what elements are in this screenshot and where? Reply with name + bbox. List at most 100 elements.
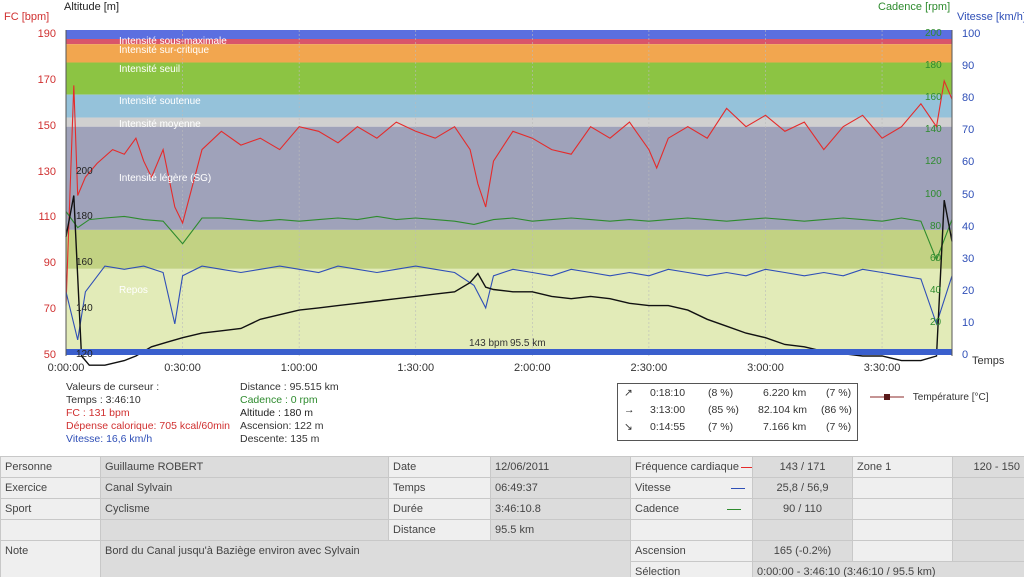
arrow-right-icon: → <box>624 404 635 416</box>
speed-tick-label: 10 <box>962 316 975 329</box>
x-tick-label: 3:30:00 <box>863 362 901 374</box>
x-tick-label: 0:00:00 <box>47 362 85 374</box>
fc-tick-label: 70 <box>43 303 56 316</box>
cadence-color-line <box>727 508 742 510</box>
stats-time: 3:13:00 <box>650 404 686 416</box>
zone-label: Intensité sur-critique <box>119 45 210 57</box>
zone-band-5 <box>66 126 952 230</box>
zone-band-6 <box>66 229 952 269</box>
cadence-axis-title: Cadence [rpm] <box>878 1 951 13</box>
stats-distance-pct: (7 %) <box>826 421 852 433</box>
fc-color-line <box>740 466 752 468</box>
zone-label: Zone 1 <box>852 456 953 478</box>
cursor-altitude: Altitude : 180 m <box>240 407 313 419</box>
stats-row-uphill: ↗ 0:18:10 (8 %) 6.220 km (7 %) <box>618 387 857 404</box>
sport-label: Sport <box>0 498 101 520</box>
distance-value: 95.5 km <box>490 519 631 541</box>
stats-distance-pct: (86 %) <box>821 404 852 416</box>
zone-band-7 <box>66 268 952 352</box>
empty-cell <box>752 519 853 541</box>
fc-tick-label: 150 <box>37 119 56 132</box>
cadence-tick-label: 120 <box>925 156 942 168</box>
cursor-cadence: Cadence : 0 rpm <box>240 394 318 406</box>
zone-label: Intensité soutenue <box>119 95 201 107</box>
speed-tick-label: 50 <box>962 188 975 201</box>
exercise-value: Canal Sylvain <box>100 477 389 499</box>
stats-time-pct: (85 %) <box>708 404 739 416</box>
cadence-label: Cadence <box>630 498 753 520</box>
intensity-zones <box>66 30 952 352</box>
empty-cell <box>952 477 1024 499</box>
altitude-tick-label: 140 <box>76 303 93 315</box>
stats-time: 0:18:10 <box>650 387 686 399</box>
speed-tick-label: 30 <box>962 252 975 265</box>
zone-label: Intensité sous-maximale <box>119 36 227 47</box>
speed-value: 25,8 / 56,9 <box>752 477 853 499</box>
speed-label-text: Vitesse <box>635 482 671 494</box>
empty-cell <box>852 498 953 520</box>
selection-label: Sélection <box>630 561 753 577</box>
empty-cell <box>952 498 1024 520</box>
zone-label: Intensité moyenne <box>119 118 201 130</box>
ascent-label: Ascension <box>630 540 753 562</box>
cadence-tick-label: 200 <box>925 28 942 39</box>
cadence-tick-label: 80 <box>930 220 942 232</box>
cursor-fc: FC : 131 bpm <box>66 407 130 419</box>
fc-tick-label: 130 <box>37 165 56 178</box>
stats-distance-pct: (7 %) <box>826 387 852 399</box>
stats-distance: 7.166 km <box>763 421 807 433</box>
fc-axis-title: FC [bpm] <box>4 11 50 23</box>
temperature-legend-label: Température [°C] <box>912 392 989 403</box>
speed-tick-label: 90 <box>962 60 975 73</box>
cursor-calorie: Dépense calorique: 705 kcal/60min <box>66 420 231 432</box>
note-value[interactable]: Bord du Canal jusqu'à Baziège environ av… <box>100 540 631 577</box>
chart-series <box>65 78 953 366</box>
chart-canvas[interactable] <box>0 0 1024 370</box>
x-axis-title: Temps <box>972 355 1005 367</box>
timeline-bar <box>66 349 952 355</box>
note-label: Note <box>0 540 101 577</box>
x-tick-label: 1:00:00 <box>280 362 318 374</box>
cursor-descent: Descente: 135 m <box>240 433 320 445</box>
cadence-label-text: Cadence <box>635 503 680 515</box>
empty-cell <box>852 477 953 499</box>
empty-cell <box>630 519 753 541</box>
speed-tick-label: 20 <box>962 284 975 297</box>
x-tick-label: 2:30:00 <box>630 362 668 374</box>
slope-stats-box: ↗ 0:18:10 (8 %) 6.220 km (7 %) → 3:13:00… <box>617 383 858 441</box>
cadence-tick-label: 180 <box>925 60 942 72</box>
arrow-up-right-icon: ↗ <box>624 387 633 399</box>
cadence-tick-label: 140 <box>925 124 942 136</box>
time-value: 06:49:37 <box>490 477 631 499</box>
fc-marker-label: 143 bpm <box>469 338 508 349</box>
fc-tick-label: 170 <box>37 73 56 86</box>
speed-tick-label: 70 <box>962 124 975 137</box>
empty-cell <box>852 540 953 562</box>
altitude-tick-label: 180 <box>76 211 93 223</box>
empty-cell <box>0 519 101 541</box>
top-band <box>66 30 952 39</box>
cursor-speed: Vitesse: 16,6 km/h <box>66 433 153 445</box>
stats-row-flat: → 3:13:00 (85 %) 82.104 km (86 %) <box>618 404 857 421</box>
series-altitude <box>65 195 953 366</box>
exercise-info-table: Personne Guillaume ROBERT Date 12/06/201… <box>0 456 1024 577</box>
empty-cell <box>852 519 953 541</box>
series-cadence <box>65 211 953 262</box>
speed-tick-label: 0 <box>962 349 969 361</box>
stats-time-pct: (7 %) <box>708 421 734 433</box>
altitude-tick-label: 160 <box>76 257 93 269</box>
speed-tick-label: 60 <box>962 156 975 169</box>
x-tick-label: 3:00:00 <box>747 362 784 374</box>
temperature-legend: Température [°C] <box>870 392 988 403</box>
selection-value: 0:00:00 - 3:46:10 (3:46:10 / 95.5 km) <box>752 561 1024 577</box>
date-label: Date <box>388 456 491 478</box>
duration-label: Durée <box>388 498 491 520</box>
stats-row-downhill: ↘ 0:14:55 (7 %) 7.166 km (7 %) <box>618 421 857 438</box>
fc-label: Fréquence cardiaque <box>630 456 753 478</box>
stats-distance: 82.104 km <box>758 404 808 416</box>
speed-axis-title: Vitesse [km/h] <box>957 11 1024 23</box>
speed-tick-label: 40 <box>962 220 975 233</box>
zone-label: Intensité légère (SG) <box>119 172 212 184</box>
cursor-time: Temps : 3:46:10 <box>66 394 141 406</box>
empty-cell <box>952 519 1024 541</box>
